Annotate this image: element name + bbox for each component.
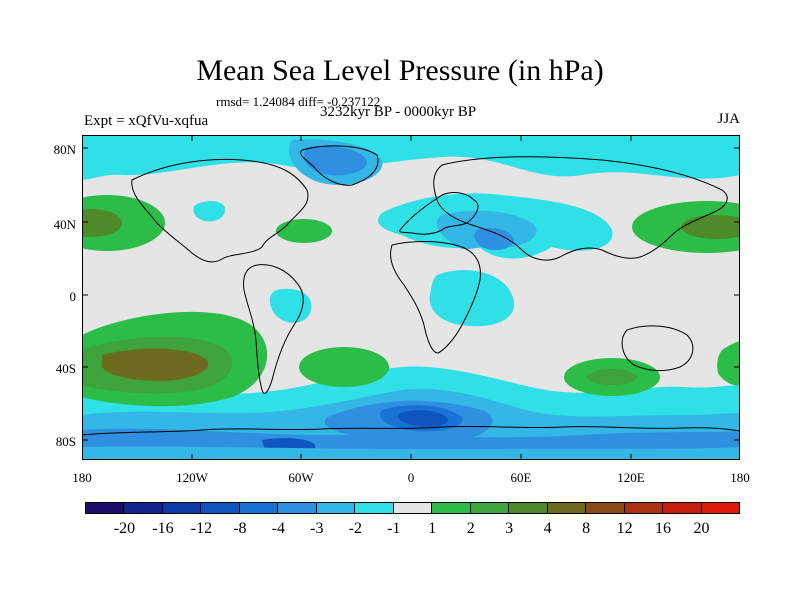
colorbar-label: 1 — [428, 520, 437, 537]
colorbar-label: -12 — [190, 520, 213, 537]
colorbar-swatch — [431, 502, 471, 514]
colorbar-swatch — [315, 502, 356, 514]
colorbar-swatch — [238, 502, 279, 514]
colorbar-label: -4 — [271, 520, 285, 537]
colorbar-label: 2 — [466, 520, 475, 537]
colorbar-swatch — [546, 502, 587, 514]
colorbar-swatch — [277, 502, 317, 514]
atlantic-high — [276, 219, 332, 243]
colorbar-swatch — [469, 502, 510, 514]
colorbar-label: 20 — [693, 520, 710, 537]
arctic-anomaly — [82, 135, 740, 180]
period-label: 3232kyr BP - 0000kyr BP — [320, 104, 477, 120]
lat-label: 40N — [53, 217, 76, 232]
colorbar-swatch — [354, 502, 394, 514]
lon-label: 120E — [617, 470, 645, 485]
colorbar-swatch — [85, 502, 125, 514]
colorbar-swatch — [623, 502, 664, 514]
colorbar-label: -3 — [310, 520, 324, 537]
colorbar-label: 12 — [616, 520, 633, 537]
colorbar-label: 16 — [655, 520, 672, 537]
lon-label: 60E — [510, 470, 532, 485]
colorbar-label: -8 — [233, 520, 247, 537]
colorbar-swatch — [662, 502, 702, 514]
colorbar-swatch — [585, 502, 625, 514]
season-label: JJA — [717, 111, 740, 127]
lat-label: 40S — [55, 361, 76, 376]
lat-label: 80N — [53, 142, 76, 157]
colorbar-label: 3 — [505, 520, 514, 537]
lon-label: 0 — [407, 470, 415, 485]
north-pacific-high-west — [82, 195, 165, 251]
chart-title: Mean Sea Level Pressure (in hPa) — [196, 54, 604, 87]
colorbar-label: -1 — [387, 520, 401, 537]
lat-label: 80S — [55, 434, 76, 449]
colorbar-swatch — [508, 502, 548, 514]
pressure-map — [82, 135, 740, 460]
lon-label: 180 — [72, 470, 92, 485]
rmsd-diff-stats: rmsd= 1.24084 diff= -0.237122 — [216, 94, 381, 109]
south-atlantic-high — [299, 347, 389, 387]
coastlines — [82, 145, 740, 436]
colorbar-label: -2 — [348, 520, 362, 537]
colorbar-swatch — [700, 502, 740, 514]
lon-label: 120W — [176, 470, 208, 485]
colorbar-label: 8 — [582, 520, 591, 537]
axis-ticks — [82, 135, 740, 460]
colorbar-label: -16 — [152, 520, 174, 537]
colorbar-label: 4 — [543, 520, 552, 537]
colorbar-swatch — [392, 502, 433, 514]
colorbar-swatch — [161, 502, 202, 514]
colorbar-label: -20 — [113, 520, 136, 537]
lon-label: 60W — [288, 470, 314, 485]
lon-label: 180 — [730, 470, 750, 485]
experiment-label: Expt = xQfVu-xqfua — [84, 113, 209, 129]
colorbar-swatch — [200, 502, 240, 514]
colorbar — [85, 502, 740, 514]
colorbar-swatch — [123, 502, 163, 514]
lat-label: 0 — [69, 289, 77, 304]
